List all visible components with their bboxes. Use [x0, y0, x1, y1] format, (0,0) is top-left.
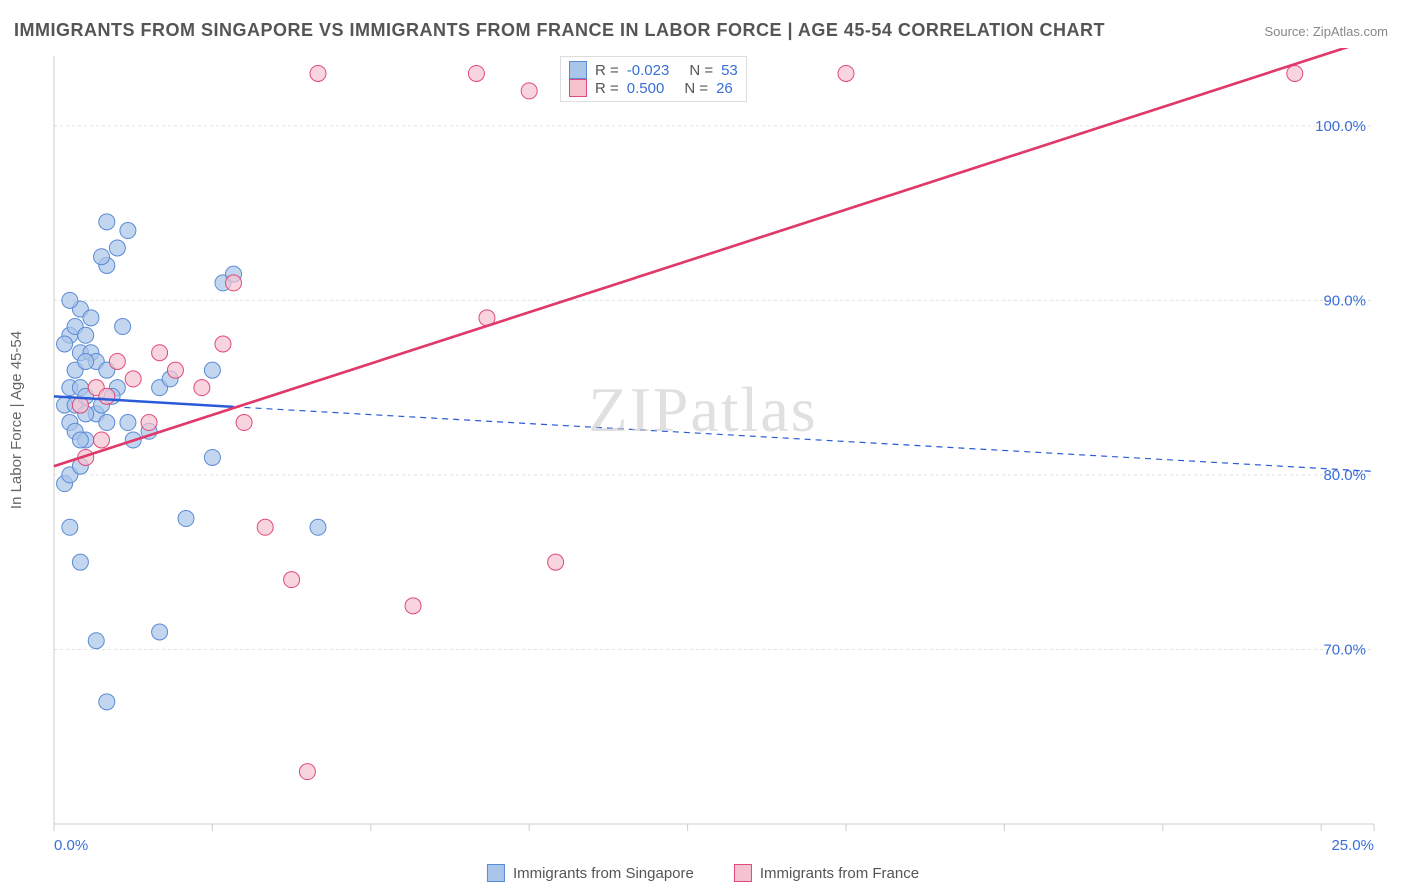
legend-label-singapore: Immigrants from Singapore — [513, 865, 694, 882]
legend-n-label: N = — [684, 80, 708, 97]
source-label: Source: ZipAtlas.com — [1264, 24, 1388, 39]
svg-text:100.0%: 100.0% — [1315, 118, 1366, 135]
legend-row-france: R = 0.500 N = 26 — [569, 79, 738, 97]
svg-text:90.0%: 90.0% — [1323, 292, 1366, 309]
legend-r-label: R = — [595, 62, 619, 79]
legend-n-label: N = — [689, 62, 713, 79]
correlation-legend: R = -0.023 N = 53 R = 0.500 N = 26 — [560, 56, 747, 102]
svg-text:0.0%: 0.0% — [54, 837, 88, 854]
legend-row-singapore: R = -0.023 N = 53 — [569, 61, 738, 79]
svg-text:25.0%: 25.0% — [1331, 837, 1374, 854]
legend-n-value-france: 26 — [716, 80, 733, 97]
legend-r-value-singapore: -0.023 — [627, 62, 670, 79]
legend-swatch-france-bottom — [734, 864, 752, 882]
legend-swatch-singapore — [569, 61, 587, 79]
legend-swatch-singapore-bottom — [487, 864, 505, 882]
legend-swatch-france — [569, 79, 587, 97]
y-axis-label: In Labor Force | Age 45-54 — [8, 331, 25, 509]
chart-title: IMMIGRANTS FROM SINGAPORE VS IMMIGRANTS … — [14, 20, 1105, 41]
legend-r-label: R = — [595, 80, 619, 97]
series-legend: Immigrants from Singapore Immigrants fro… — [487, 864, 919, 882]
legend-n-value-singapore: 53 — [721, 62, 738, 79]
legend-r-value-france: 0.500 — [627, 80, 665, 97]
scatter-chart: 70.0%80.0%90.0%100.0%0.0%25.0% — [14, 48, 1392, 878]
legend-label-france: Immigrants from France — [760, 865, 919, 882]
svg-text:70.0%: 70.0% — [1323, 641, 1366, 658]
